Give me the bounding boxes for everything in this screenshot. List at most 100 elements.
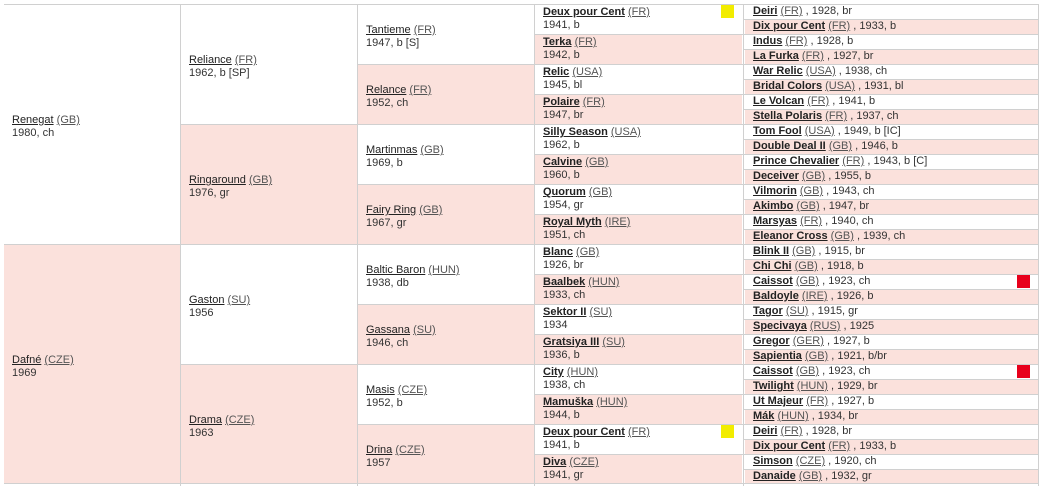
country-link[interactable]: (FR)	[825, 110, 848, 122]
horse-name-link[interactable]: Masis	[366, 384, 395, 396]
horse-name-link[interactable]: Mák	[753, 410, 775, 422]
country-link[interactable]: (FR)	[627, 6, 650, 18]
horse-name-link[interactable]: Drama	[189, 414, 223, 426]
country-link[interactable]: (IRE)	[604, 216, 631, 228]
country-link[interactable]: (GB)	[248, 174, 273, 186]
horse-name-link[interactable]: Ut Majeur	[753, 395, 804, 407]
horse-name-link[interactable]: Dafné	[12, 354, 42, 366]
country-link[interactable]: (GB)	[798, 470, 823, 482]
country-link[interactable]: (GB)	[576, 246, 600, 258]
country-link[interactable]: (SU)	[785, 305, 809, 317]
horse-name-link[interactable]: Danaide	[753, 470, 796, 482]
country-link[interactable]: (FR)	[780, 5, 803, 17]
horse-name-link[interactable]: Specivaya	[753, 320, 807, 332]
country-link[interactable]: (FR)	[807, 95, 830, 107]
horse-name-link[interactable]: Gaston	[189, 294, 225, 306]
horse-name-link[interactable]: Indus	[753, 35, 783, 47]
horse-name-link[interactable]: Baltic Baron	[366, 264, 426, 276]
country-link[interactable]: (FR)	[582, 96, 605, 108]
country-link[interactable]: (GB)	[830, 230, 854, 242]
horse-name-link[interactable]: Caissot	[753, 275, 793, 287]
country-link[interactable]: (FR)	[828, 440, 851, 452]
country-link[interactable]: (HUN)	[588, 276, 620, 288]
country-link[interactable]: (CZE)	[397, 384, 428, 396]
horse-name-link[interactable]: Double Deal II	[753, 140, 826, 152]
horse-name-link[interactable]: Gratsiya III	[543, 336, 600, 348]
country-link[interactable]: (FR)	[409, 84, 432, 96]
country-link[interactable]: (HUN)	[428, 264, 460, 276]
horse-name-link[interactable]: Caissot	[753, 365, 793, 377]
country-link[interactable]: (SU)	[589, 306, 613, 318]
horse-name-link[interactable]: Akimbo	[753, 200, 794, 212]
country-link[interactable]: (HUN)	[777, 410, 809, 422]
country-link[interactable]: (RUS)	[809, 320, 841, 332]
country-link[interactable]: (USA)	[805, 65, 836, 77]
horse-name-link[interactable]: Royal Myth	[543, 216, 602, 228]
horse-name-link[interactable]: Baalbek	[543, 276, 586, 288]
horse-name-link[interactable]: Silly Season	[543, 126, 608, 138]
country-link[interactable]: (GB)	[420, 144, 444, 156]
country-link[interactable]: (USA)	[610, 126, 641, 138]
country-link[interactable]: (CZE)	[44, 354, 74, 366]
country-link[interactable]: (GB)	[795, 275, 820, 287]
country-link[interactable]: (USA)	[825, 80, 856, 92]
country-link[interactable]: (FR)	[780, 425, 803, 437]
country-link[interactable]: (CZE)	[569, 456, 599, 468]
horse-name-link[interactable]: War Relic	[753, 65, 803, 77]
country-link[interactable]: (FR)	[800, 215, 823, 227]
horse-name-link[interactable]: Reliance	[189, 54, 232, 66]
country-link[interactable]: (HUN)	[566, 366, 599, 378]
country-link[interactable]: (GB)	[419, 204, 443, 216]
horse-name-link[interactable]: Deux pour Cent	[543, 426, 625, 438]
country-link[interactable]: (GB)	[585, 156, 609, 168]
horse-name-link[interactable]: Mamuška	[543, 396, 594, 408]
horse-name-link[interactable]: Calvine	[543, 156, 583, 168]
horse-name-link[interactable]: Dix pour Cent	[753, 440, 826, 452]
horse-name-link[interactable]: Eleanor Cross	[753, 230, 828, 242]
horse-name-link[interactable]: Relance	[366, 84, 407, 96]
country-link[interactable]: (CZE)	[395, 444, 425, 456]
country-link[interactable]: (SU)	[413, 324, 436, 336]
horse-name-link[interactable]: Baldoyle	[753, 290, 799, 302]
country-link[interactable]: (GER)	[792, 335, 824, 347]
country-link[interactable]: (GB)	[588, 186, 613, 198]
horse-name-link[interactable]: Deux pour Cent	[543, 6, 625, 18]
country-link[interactable]: (FR)	[234, 54, 257, 66]
country-link[interactable]: (FR)	[806, 395, 829, 407]
horse-name-link[interactable]: Gassana	[366, 324, 411, 336]
country-link[interactable]: (GB)	[796, 200, 820, 212]
horse-name-link[interactable]: Renegat	[12, 114, 54, 126]
horse-name-link[interactable]: Martinmas	[366, 144, 418, 156]
horse-name-link[interactable]: Vilmorin	[753, 185, 797, 197]
horse-name-link[interactable]: Diva	[543, 456, 567, 468]
horse-name-link[interactable]: Marsyas	[753, 215, 798, 227]
country-link[interactable]: (FR)	[627, 426, 650, 438]
country-link[interactable]: (GB)	[794, 260, 818, 272]
horse-name-link[interactable]: La Furka	[753, 50, 799, 62]
horse-name-link[interactable]: Tantieme	[366, 24, 411, 36]
country-link[interactable]: (IRE)	[801, 290, 828, 302]
horse-name-link[interactable]: Tagor	[753, 305, 783, 317]
country-link[interactable]: (FR)	[413, 24, 436, 36]
country-link[interactable]: (USA)	[804, 125, 835, 137]
horse-name-link[interactable]: Bridal Colors	[753, 80, 823, 92]
country-link[interactable]: (FR)	[801, 50, 824, 62]
country-link[interactable]: (GB)	[56, 114, 80, 126]
horse-name-link[interactable]: Twilight	[753, 380, 794, 392]
horse-name-link[interactable]: Drina	[366, 444, 393, 456]
country-link[interactable]: (GB)	[828, 140, 853, 152]
horse-name-link[interactable]: Le Volcan	[753, 95, 805, 107]
horse-name-link[interactable]: Stella Polaris	[753, 110, 823, 122]
country-link[interactable]: (CZE)	[795, 455, 826, 467]
horse-name-link[interactable]: Chi Chi	[753, 260, 792, 272]
country-link[interactable]: (FR)	[785, 35, 808, 47]
country-link[interactable]: (SU)	[227, 294, 251, 306]
country-link[interactable]: (HUN)	[796, 380, 828, 392]
country-link[interactable]: (USA)	[572, 66, 603, 78]
horse-name-link[interactable]: Gregor	[753, 335, 790, 347]
country-link[interactable]: (SU)	[602, 336, 625, 348]
horse-name-link[interactable]: Quorum	[543, 186, 586, 198]
horse-name-link[interactable]: Fairy Ring	[366, 204, 417, 216]
country-link[interactable]: (GB)	[792, 245, 816, 257]
horse-name-link[interactable]: City	[543, 366, 564, 378]
